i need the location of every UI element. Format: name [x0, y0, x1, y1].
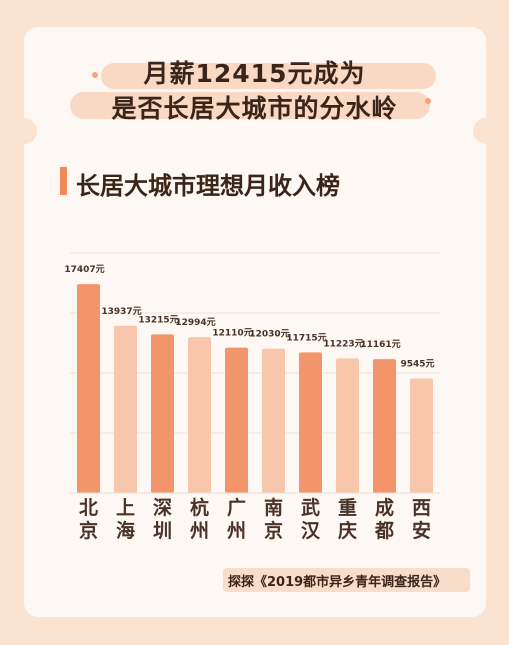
bar-8	[336, 358, 359, 493]
category-label: 西安	[412, 497, 431, 542]
card	[24, 27, 486, 617]
bar-1	[77, 284, 100, 493]
title-dot-right	[425, 98, 431, 104]
title-dot-left	[92, 72, 98, 78]
bar-3	[151, 334, 174, 493]
section-title: 长居大城市理想月收入榜	[76, 172, 340, 200]
data-label: 12030元	[249, 329, 289, 340]
data-label: 12994元	[175, 317, 215, 328]
data-label: 11715元	[286, 332, 326, 343]
data-label: 11223元	[323, 338, 363, 349]
data-label: 13215元	[138, 314, 178, 325]
source-highlight	[223, 568, 470, 592]
bar-4	[188, 337, 211, 493]
card-notch-left	[11, 118, 37, 144]
card-notch-right	[473, 118, 499, 144]
category-label: 上海	[116, 497, 135, 542]
section-marker	[60, 167, 67, 195]
bar-2	[114, 325, 137, 493]
category-label: 重庆	[338, 497, 357, 542]
category-label: 深圳	[153, 496, 172, 542]
category-label: 北京	[79, 497, 98, 542]
category-label: 武汉	[301, 497, 321, 542]
bar-7	[299, 352, 322, 493]
category-label: 成都	[374, 496, 394, 542]
source-note: 探探《2019都市异乡青年调查报告》	[228, 575, 447, 590]
data-label: 12110元	[212, 328, 252, 339]
bar-5	[225, 347, 248, 493]
title-highlight-2	[70, 92, 430, 119]
title-highlight-1	[101, 63, 436, 89]
bar-9	[373, 359, 396, 493]
data-label: 17407元	[64, 264, 104, 275]
chart-title-line1: 月薪12415元成为	[143, 59, 366, 88]
bar-10	[410, 378, 433, 493]
chart-title-line2: 是否长居大城市的分水岭	[111, 94, 398, 123]
category-label: 杭州	[190, 496, 209, 542]
category-label: 广州	[227, 496, 246, 542]
bar-6	[262, 348, 285, 493]
data-label: 9545元	[400, 358, 434, 369]
category-label: 南京	[264, 497, 283, 542]
data-label: 11161元	[360, 339, 400, 350]
data-label: 13937元	[101, 306, 141, 317]
